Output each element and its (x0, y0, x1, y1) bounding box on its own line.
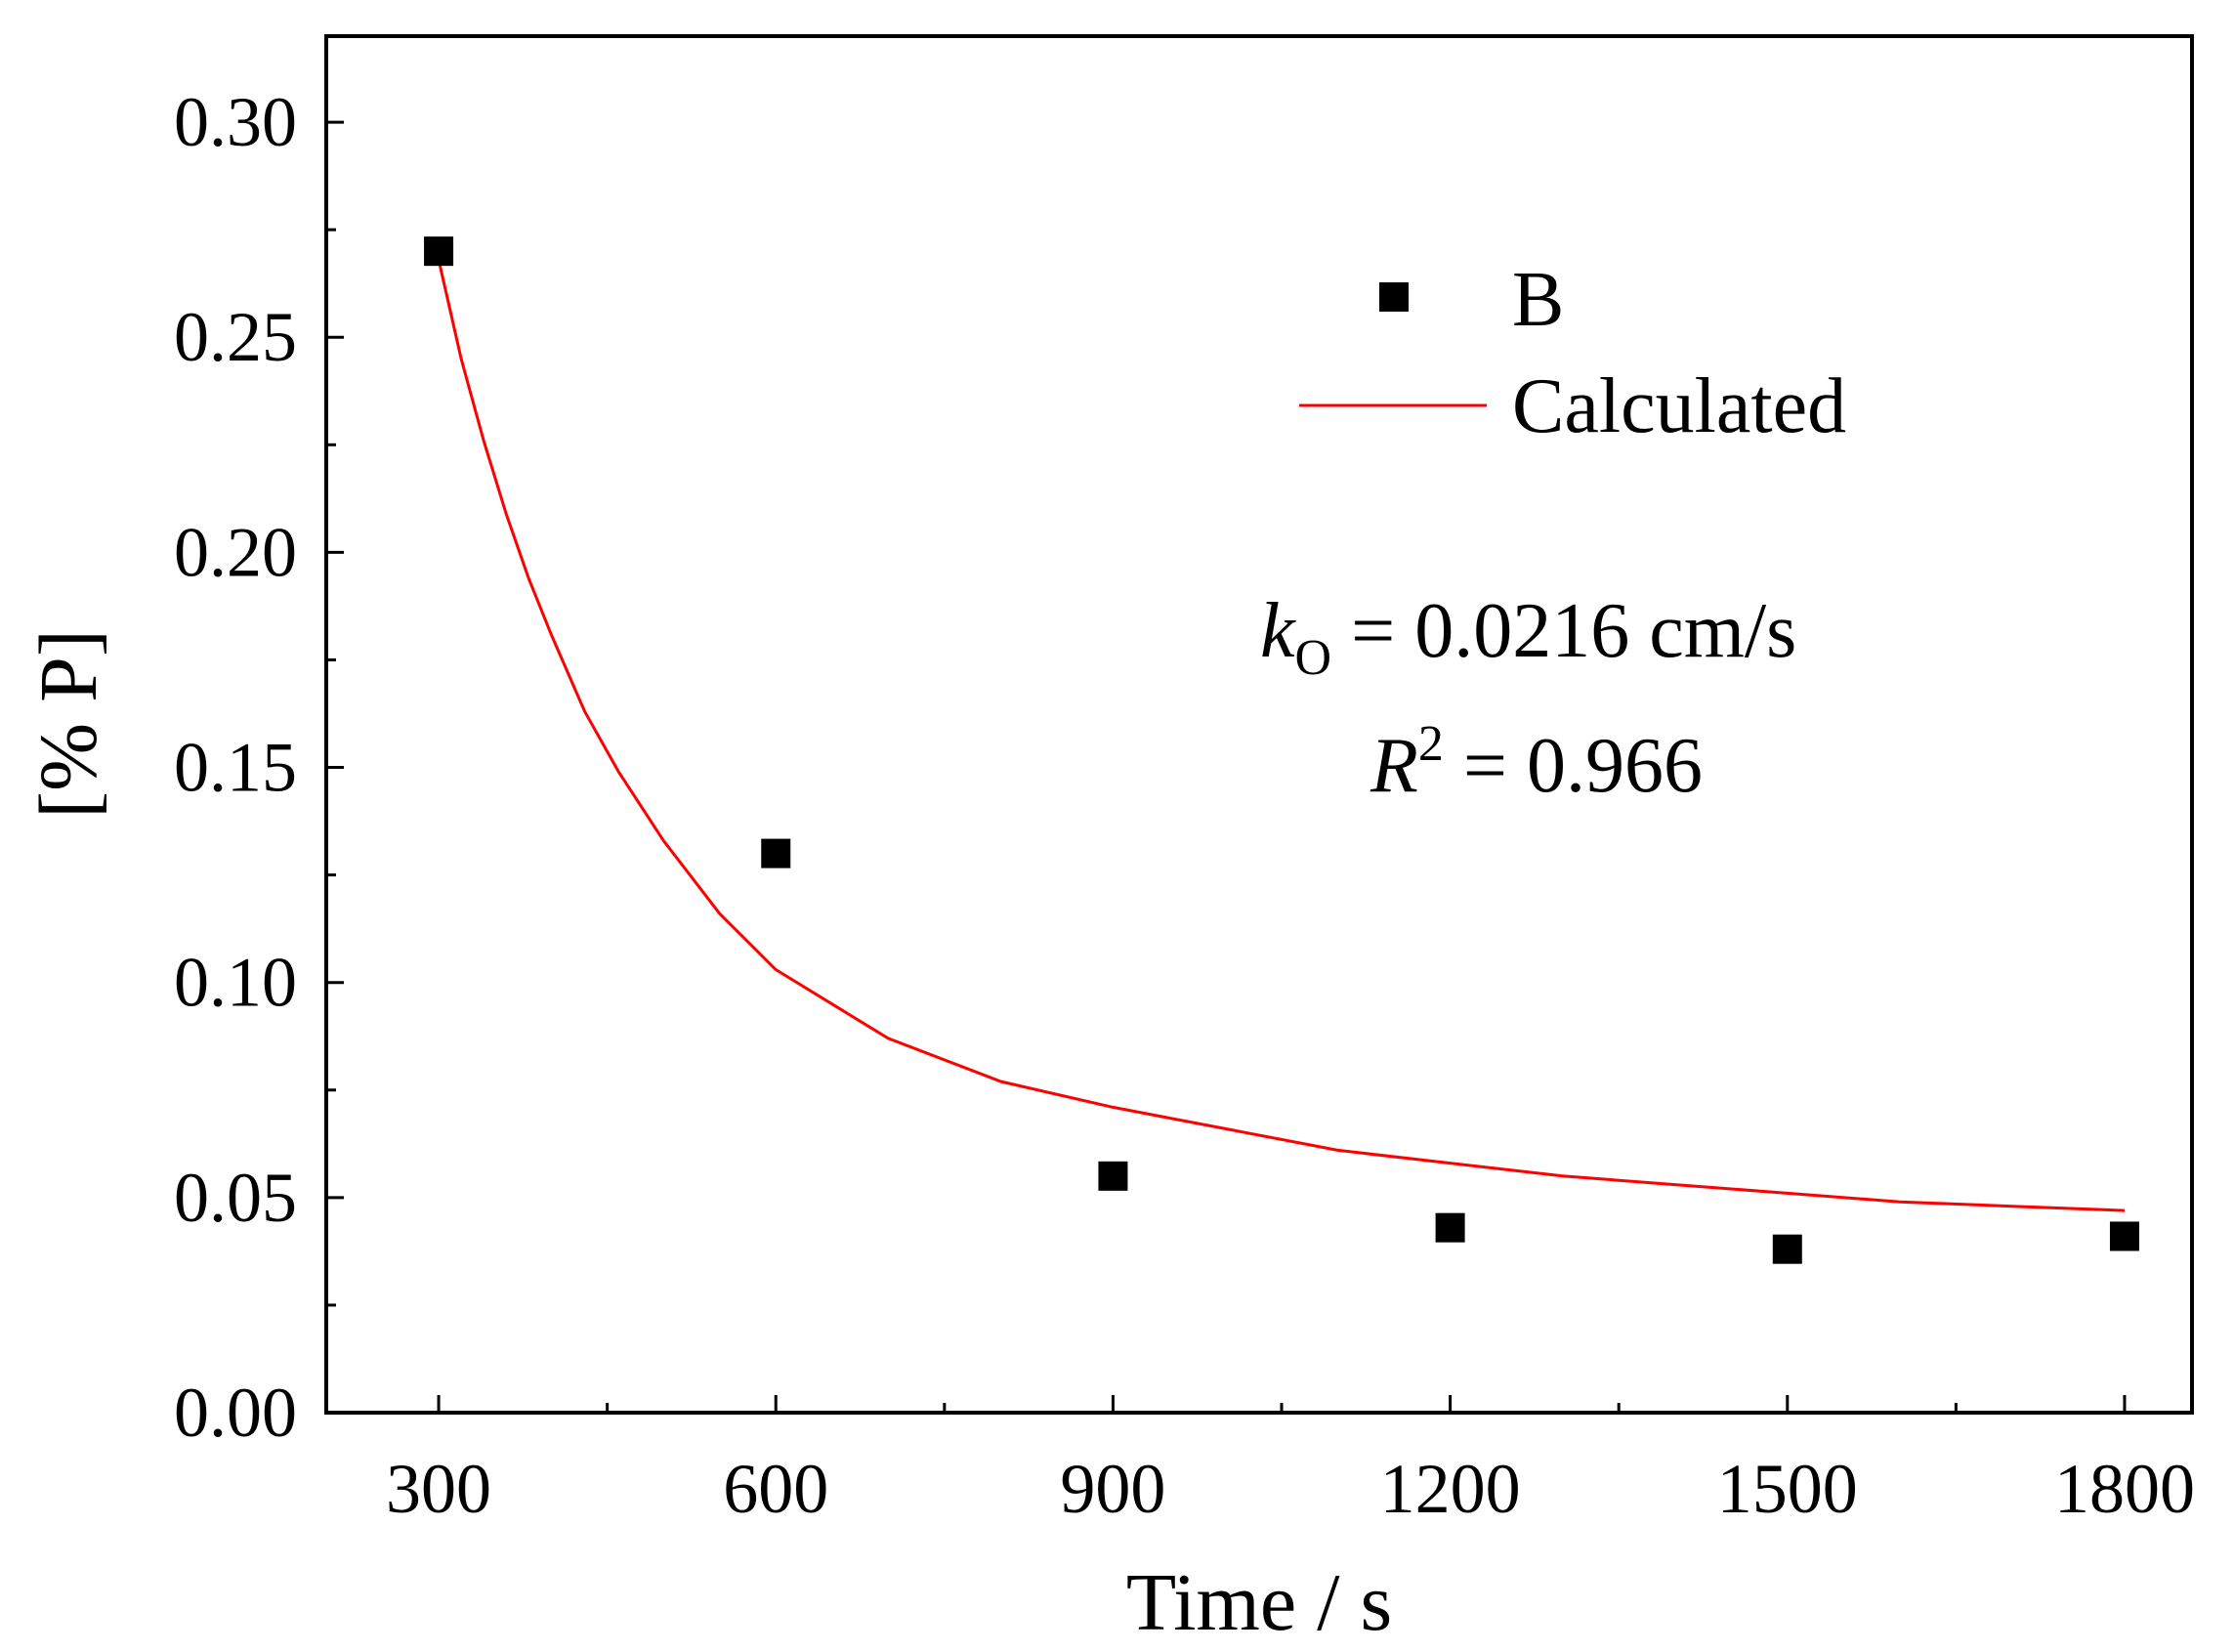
b-point (761, 838, 791, 868)
legend-label-calculated: Calculated (1512, 363, 1846, 449)
x-axis-title: Time / s (1126, 1557, 1392, 1648)
y-tick-label: 0.20 (174, 513, 297, 591)
y-tick-label: 0.05 (174, 1159, 297, 1237)
x-tick-label: 1800 (2054, 1450, 2195, 1528)
calculated-line (437, 259, 2126, 1212)
rate-constant-annotation: kO = 0.0216 cm/s (1260, 588, 1796, 686)
b-point (424, 236, 454, 267)
x-tick-label: 900 (1060, 1450, 1165, 1528)
x-tick-label: 600 (723, 1450, 828, 1528)
y-tick-label: 0.15 (174, 729, 297, 807)
r-squared-annotation: R2 = 0.966 (1370, 716, 1703, 809)
r-value: = 0.966 (1444, 723, 1703, 809)
x-tick-label: 1200 (1380, 1450, 1521, 1528)
y-tick-label: 0.00 (174, 1374, 297, 1452)
y-tick-label: 0.25 (174, 298, 297, 376)
y-tick-label: 0.30 (174, 83, 297, 161)
legend: B Calculated (1299, 257, 1846, 449)
legend-label-b: B (1512, 257, 1564, 343)
k-symbol: k (1260, 588, 1296, 674)
y-axis-title: [% P] (23, 629, 114, 819)
b-point (1435, 1212, 1465, 1243)
b-series (424, 236, 2139, 1264)
k-subscript: O (1295, 630, 1332, 686)
b-point (1098, 1161, 1128, 1191)
r-symbol: R (1370, 723, 1418, 809)
calculated-series (437, 259, 2126, 1212)
b-point (1772, 1234, 1802, 1264)
r-superscript: 2 (1418, 716, 1444, 772)
k-value: = 0.0216 cm/s (1331, 588, 1796, 674)
x-tick-label: 1500 (1717, 1450, 1858, 1528)
legend-marker-b (1379, 282, 1409, 312)
y-tick-label: 0.10 (174, 944, 297, 1022)
plot-frame (324, 34, 2194, 1415)
x-tick-label: 300 (386, 1450, 491, 1528)
axis-ticks: 300 600 900 1200 1500 1800 0.00 0.05 0.10 0.15 0.2… (174, 83, 2195, 1528)
b-point (2109, 1221, 2139, 1251)
